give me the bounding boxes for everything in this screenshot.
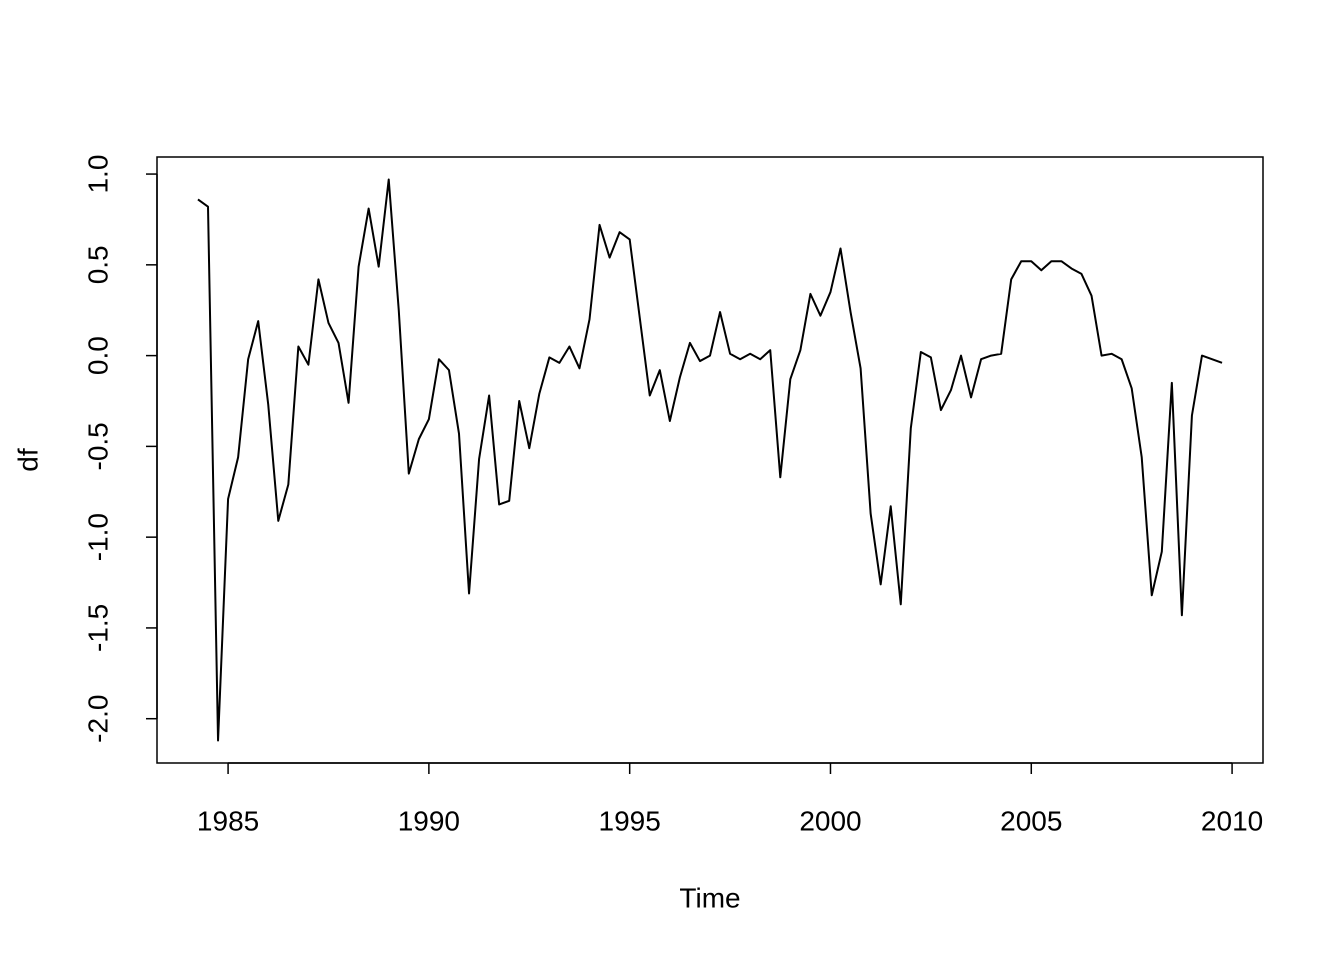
y-tick-label: 1.0 [82, 155, 113, 194]
x-tick-label: 2005 [1000, 805, 1062, 836]
x-tick-label: 2000 [799, 805, 861, 836]
data-line [197, 178, 1223, 742]
y-axis-label: df [12, 448, 43, 472]
y-tick-label: -2.0 [82, 695, 113, 743]
plot-box [156, 156, 1264, 764]
x-tick-label: 2010 [1201, 805, 1263, 836]
x-tick-label: 1990 [398, 805, 460, 836]
y-tick-label: -1.5 [82, 604, 113, 652]
y-tick-label: 0.0 [82, 336, 113, 375]
y-tick-label: -0.5 [82, 422, 113, 470]
y-tick-label: -1.0 [82, 513, 113, 561]
x-axis-label: Time [679, 882, 740, 913]
x-tick-label: 1985 [197, 805, 259, 836]
x-tick-label: 1995 [599, 805, 661, 836]
y-tick-label: 0.5 [82, 245, 113, 284]
